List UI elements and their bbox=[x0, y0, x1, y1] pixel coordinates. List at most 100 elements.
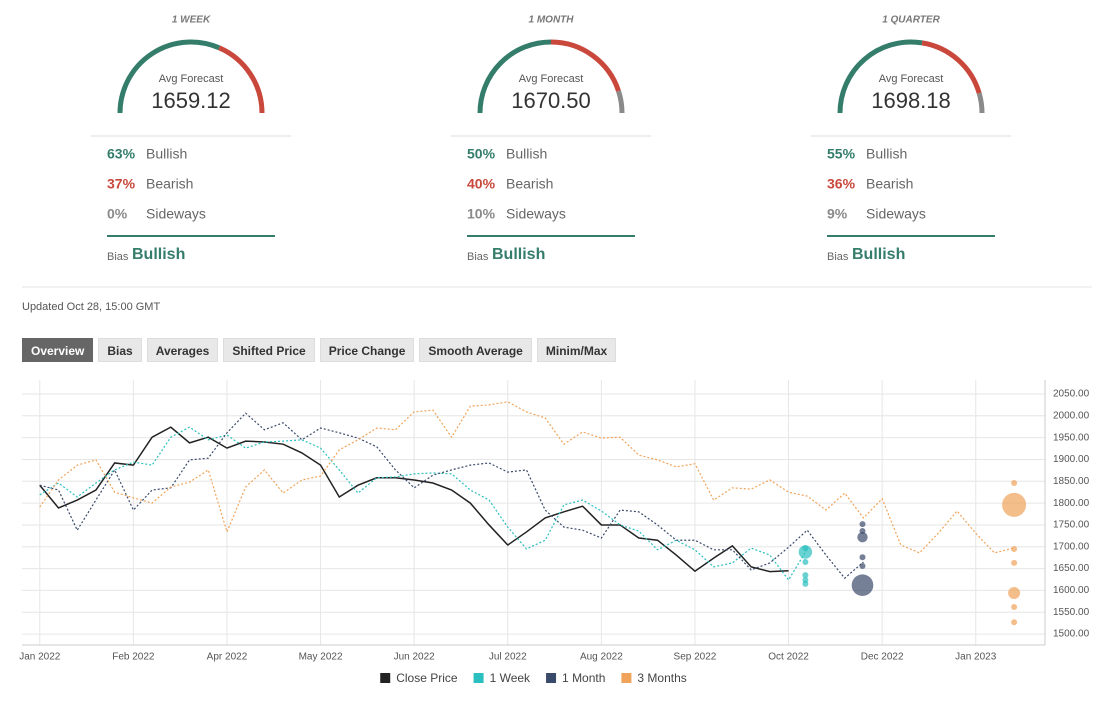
forecast-dot bbox=[1011, 604, 1018, 611]
bias-value: Bullish bbox=[492, 246, 545, 263]
y-tick-label: 1700.00 bbox=[1053, 541, 1090, 552]
tab[interactable]: Smooth Average bbox=[419, 338, 532, 362]
forecast-dot bbox=[859, 554, 866, 561]
bias-label: Bias bbox=[107, 251, 129, 263]
row-percent: 50% bbox=[467, 146, 496, 162]
gauge-period: 1 QUARTER bbox=[882, 15, 940, 26]
forecast-dot bbox=[802, 572, 809, 579]
row-percent: 0% bbox=[107, 206, 128, 222]
legend-swatch bbox=[473, 673, 484, 683]
bias-value: Bullish bbox=[132, 246, 185, 263]
bias-label: Bias bbox=[467, 251, 489, 263]
row-name: Bearish bbox=[866, 176, 913, 192]
y-tick-label: 2000.00 bbox=[1053, 410, 1090, 421]
legend-swatch bbox=[380, 673, 391, 683]
gauge-segment bbox=[477, 39, 552, 114]
row-name: Sideways bbox=[506, 206, 566, 222]
forecast-dot bbox=[802, 559, 809, 566]
y-tick-label: 1750.00 bbox=[1053, 520, 1090, 531]
gauge-segment bbox=[218, 45, 265, 114]
forecast-dot bbox=[798, 545, 813, 559]
row-percent: 55% bbox=[827, 146, 856, 162]
tab[interactable]: Price Change bbox=[319, 338, 415, 362]
row-name: Bearish bbox=[146, 176, 193, 192]
gauge-label: Avg Forecast bbox=[519, 73, 584, 85]
x-tick-label: Dec 2022 bbox=[861, 652, 904, 663]
row-name: Bullish bbox=[146, 146, 187, 162]
row-percent: 37% bbox=[107, 176, 136, 192]
x-tick-label: Feb 2022 bbox=[112, 652, 155, 663]
y-tick-label: 1800.00 bbox=[1053, 498, 1090, 509]
tab[interactable]: Minim/Max bbox=[536, 338, 617, 362]
row-percent: 10% bbox=[467, 206, 496, 222]
legend-label: Close Price bbox=[396, 671, 458, 685]
legend-label: 3 Months bbox=[637, 671, 686, 685]
forecast-dot bbox=[1002, 492, 1027, 517]
gauge-segment bbox=[976, 92, 985, 114]
x-tick-label: Oct 2022 bbox=[768, 652, 809, 663]
x-tick-label: Jan 2023 bbox=[955, 652, 997, 663]
tab[interactable]: Bias bbox=[98, 338, 142, 362]
y-tick-label: 1850.00 bbox=[1053, 476, 1090, 487]
row-name: Sideways bbox=[866, 206, 926, 222]
forecast-dot bbox=[1011, 559, 1018, 566]
gauge-segment bbox=[837, 39, 923, 114]
y-tick-label: 1650.00 bbox=[1053, 563, 1090, 574]
y-tick-label: 2050.00 bbox=[1053, 389, 1090, 400]
gauge-segment bbox=[921, 40, 982, 94]
gauge-value: 1659.12 bbox=[151, 88, 231, 113]
gauge-segment bbox=[117, 39, 221, 114]
row-name: Bullish bbox=[866, 146, 907, 162]
forecast-dot bbox=[859, 521, 866, 528]
gauge-value: 1698.18 bbox=[871, 88, 951, 113]
gauge-period: 1 MONTH bbox=[529, 15, 575, 26]
y-tick-label: 1500.00 bbox=[1053, 629, 1090, 640]
series-line bbox=[39, 426, 789, 573]
tab[interactable]: Averages bbox=[146, 338, 219, 362]
forecast-dot bbox=[1011, 545, 1018, 552]
legend-label: 1 Week bbox=[490, 671, 531, 685]
x-tick-label: May 2022 bbox=[299, 652, 343, 663]
row-percent: 40% bbox=[467, 176, 496, 192]
tab-bar: Overview Bias Averages Shifted Price Price C… bbox=[22, 338, 617, 362]
x-tick-label: Sep 2022 bbox=[674, 652, 717, 663]
gauge-segment bbox=[616, 90, 625, 114]
legend-label: 1 Month bbox=[562, 671, 605, 685]
forecast-dot bbox=[857, 531, 868, 543]
y-tick-label: 1900.00 bbox=[1053, 454, 1090, 465]
tab[interactable]: Shifted Price bbox=[223, 338, 315, 362]
row-name: Bullish bbox=[506, 146, 547, 162]
updated-note: Updated Oct 28, 15:00 GMT bbox=[22, 301, 160, 313]
row-name: Bearish bbox=[506, 176, 553, 192]
forecast-dot bbox=[1008, 587, 1021, 600]
bias-value: Bullish bbox=[852, 246, 905, 263]
forecast-dot bbox=[1011, 480, 1018, 487]
gauge-label: Avg Forecast bbox=[159, 73, 224, 85]
x-tick-label: Jan 2022 bbox=[19, 652, 61, 663]
gauge-label: Avg Forecast bbox=[879, 73, 944, 85]
gauge-segment bbox=[550, 39, 621, 92]
x-tick-label: Aug 2022 bbox=[580, 652, 623, 663]
row-percent: 63% bbox=[107, 146, 136, 162]
y-tick-label: 1600.00 bbox=[1053, 585, 1090, 596]
gauge-value: 1670.50 bbox=[511, 88, 591, 113]
row-percent: 9% bbox=[827, 206, 848, 222]
forecast-dot bbox=[851, 574, 874, 597]
x-tick-label: Jul 2022 bbox=[489, 652, 527, 663]
bias-label: Bias bbox=[827, 251, 849, 263]
tab[interactable]: Overview bbox=[22, 338, 94, 362]
legend: Close Price 1 Week 1 Month 3 Months bbox=[380, 671, 687, 685]
forecast-dot bbox=[802, 580, 809, 587]
row-percent: 36% bbox=[827, 176, 856, 192]
series-line bbox=[39, 401, 1014, 554]
forecast-dot bbox=[859, 562, 866, 569]
forecast-dot bbox=[1011, 619, 1018, 626]
y-tick-label: 1950.00 bbox=[1053, 432, 1090, 443]
x-tick-label: Apr 2022 bbox=[207, 652, 248, 663]
x-tick-label: Jun 2022 bbox=[394, 652, 436, 663]
row-name: Sideways bbox=[146, 206, 206, 222]
